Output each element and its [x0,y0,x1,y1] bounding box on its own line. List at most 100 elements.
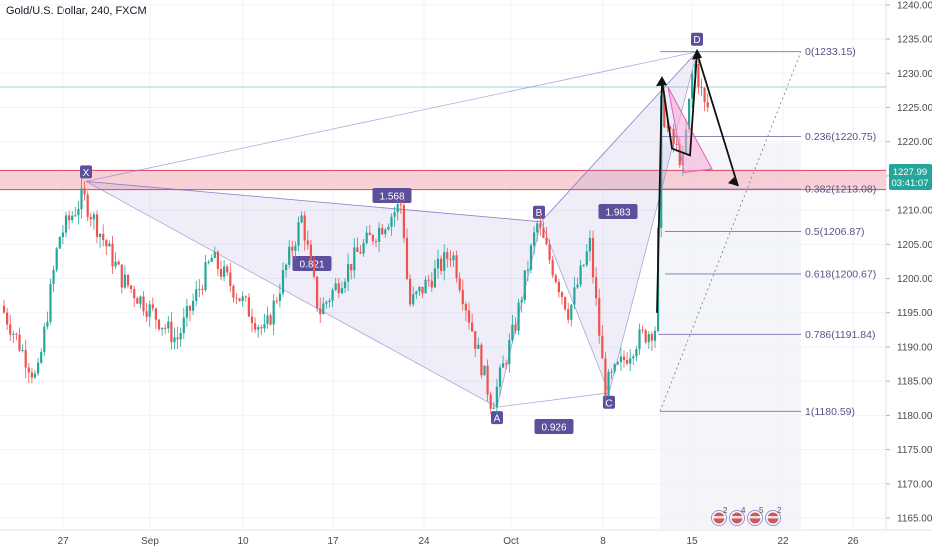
price-axis[interactable]: 1165.00 1170.00 1175.00 1180.00 1185.00 1190.… [886,0,932,525]
candle-body [2,305,6,313]
candle-body [21,349,24,351]
candle-body [613,364,616,372]
candle-body [666,126,669,128]
pattern-point-label: C [605,398,612,409]
time-tick-label: Oct [503,536,519,547]
candle-body [591,237,595,278]
candle-body [396,204,399,213]
candle-body [86,194,89,217]
candle-body [192,300,195,311]
xabcd-pattern[interactable]: X A B C D 0.821 0.926 1.983 1.568 [80,32,703,434]
candle-body [635,349,638,357]
candle-body [564,297,567,310]
pattern-point-label: D [693,35,700,46]
flag-icon [749,516,761,519]
pattern-ratio-badge [534,419,574,434]
candle-body [306,240,309,245]
fib-level-label: 0(1233.15) [805,46,856,58]
candle-body [139,296,142,304]
candle-body [619,356,622,363]
candle-body [297,222,300,246]
candle-body [92,214,95,220]
price-tick-label: 1185.00 [897,377,932,388]
pattern-ratio[interactable]: 1.568 [372,188,412,203]
time-tick-label: 17 [327,536,339,547]
candle-body [145,311,148,317]
pattern-point-b[interactable]: B [533,205,545,220]
candle-body [182,317,185,334]
candle-body [467,310,471,323]
candle-body [15,333,18,335]
candle-body [573,287,576,305]
candle-body [533,232,536,246]
candle-body [247,297,250,317]
impulse-arrow-head [656,76,667,87]
time-tick-label: 15 [686,536,698,547]
pattern-ratio[interactable]: 1.983 [598,204,638,219]
candle-body [244,296,247,298]
pattern-ratio-label: 0.821 [299,260,324,271]
event-flag[interactable]: 2 [711,506,729,526]
candle-body [585,251,588,265]
projection-arrow-head [728,177,738,187]
candle-body [526,269,529,271]
candle-body [185,305,188,318]
pattern-point-c[interactable]: C [603,395,615,410]
candle-body [706,101,709,108]
candle-body [629,358,632,364]
event-flag[interactable]: 2 [765,506,783,526]
pattern-ratio[interactable]: 0.926 [534,419,574,434]
pattern-point-badge [533,205,545,219]
candle-body [71,215,74,221]
pattern-point-d[interactable]: D [691,32,703,47]
candle-body [601,335,604,359]
candle-body [337,283,340,294]
pattern-triangle-flag [667,86,713,174]
candle-body [319,308,322,315]
candle-body [688,98,691,130]
candle-body [281,270,285,294]
candle-body [554,275,557,282]
candle-body [142,296,145,312]
projection-arrows[interactable] [656,48,739,313]
event-flag[interactable]: 5 [747,506,765,526]
candle-body [123,274,126,288]
candle-body [210,257,213,262]
pattern-point-x[interactable]: X [80,165,92,179]
candle-body [43,326,46,353]
candle-body [433,268,436,288]
candle-body [474,331,477,349]
flag-icon [731,516,743,519]
event-flag[interactable]: 4 [729,506,747,526]
fib-retracement[interactable]: 0(1233.15) 0.236(1220.75) 0.382(1213.08) 0.… [658,46,876,418]
candle-body [461,290,464,304]
candle-body [176,337,179,340]
candle-body [641,329,644,331]
price-tick-label: 1205.00 [897,240,932,251]
pattern-point-a[interactable]: A [491,411,503,425]
fib-level-label: 0.786(1191.84) [805,329,875,341]
candle-body [89,216,92,220]
pattern-ratio-label: 1.983 [605,208,630,219]
time-tick-label: 10 [237,536,249,547]
candle-body [188,305,192,311]
candle-body [250,316,254,324]
candle-body [340,288,343,294]
time-axis[interactable]: 27 Sep 10 17 24 Oct 8 15 22 26 [57,536,859,547]
candle-body [588,237,591,252]
candle-body [9,324,12,335]
fib-level-label: 0.236(1220.75) [805,131,876,143]
candle-body [387,226,390,230]
pattern-ratio[interactable]: 0.821 [292,256,332,271]
candle-body [622,356,626,361]
fib-level-label: 0.382(1213.08) [805,184,876,196]
resistance-zone-fill [0,170,886,190]
candle-body [548,244,551,260]
candle-body [514,324,517,331]
candle-body [130,285,133,290]
candle-body [285,264,288,271]
economic-events[interactable]: 2 4 5 2 [711,506,783,526]
candle-body [660,95,663,228]
candle-body [241,296,244,302]
